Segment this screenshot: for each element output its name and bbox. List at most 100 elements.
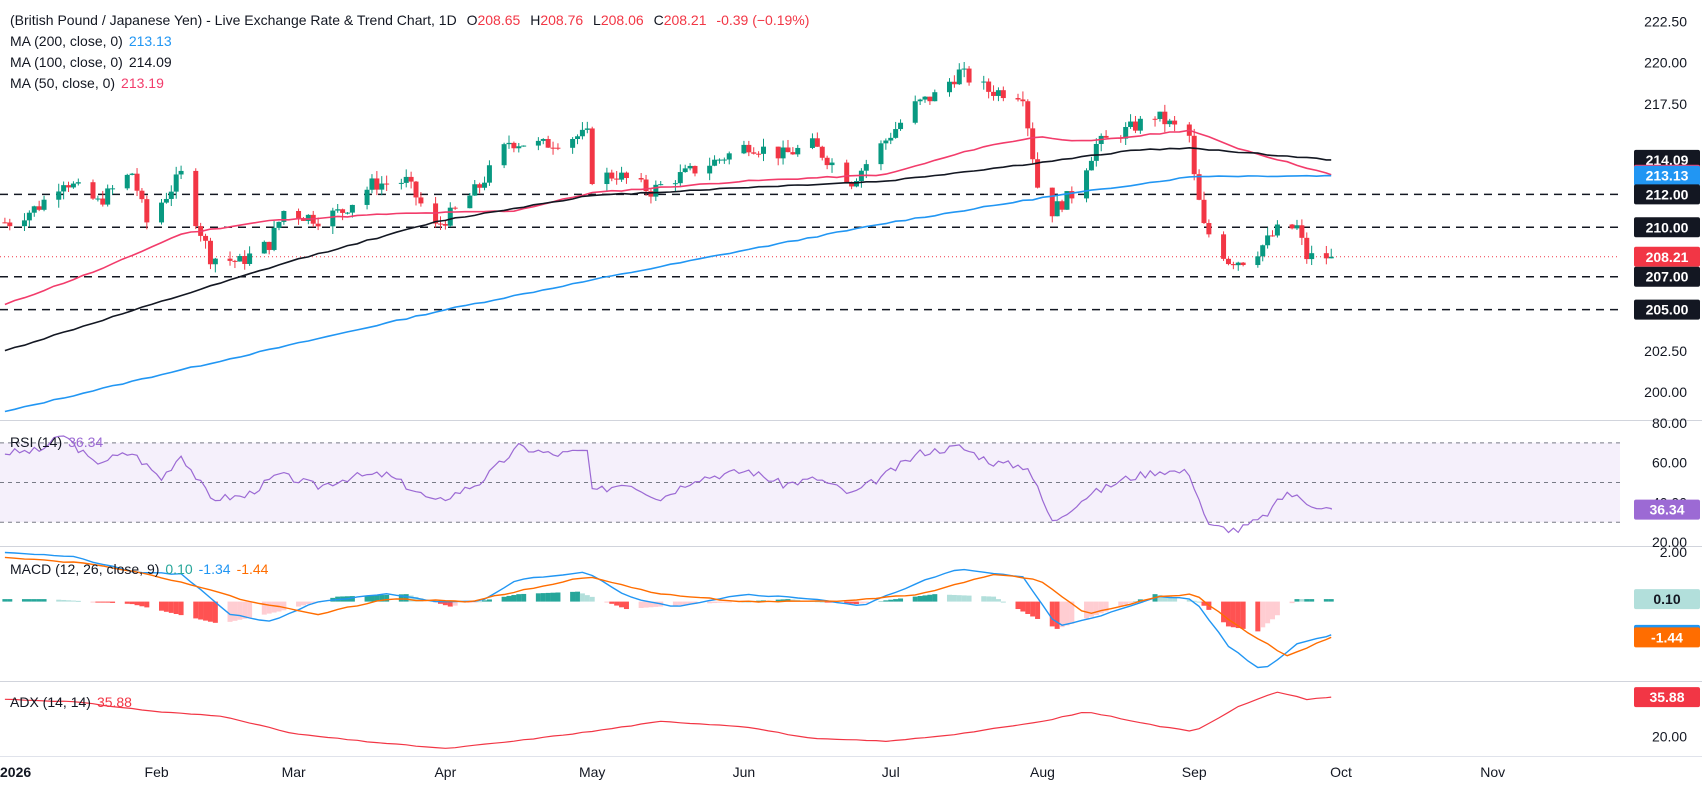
rsi-axis-tick: 20.00 — [1652, 534, 1687, 550]
candle-up — [853, 181, 859, 187]
candle-down — [790, 152, 796, 155]
candle-up — [741, 144, 747, 154]
macd-histogram-bar — [1054, 601, 1060, 629]
candle-down — [418, 197, 424, 204]
macd-histogram-bar — [379, 595, 385, 602]
candle-up — [956, 69, 962, 85]
ma200-legend[interactable]: MA (200, close, 0) 213.13 — [10, 33, 178, 49]
adx-label: ADX (14, 14) — [10, 694, 91, 710]
macd-histogram-bar — [951, 594, 957, 602]
ma200-label: MA (200, close, 0) — [10, 33, 123, 49]
candle-up — [677, 172, 683, 184]
macd-label-box — [1634, 589, 1700, 610]
time-axis-tick: Jul — [882, 764, 900, 780]
symbol-legend[interactable]: (British Pound / Japanese Yen) - Live Ex… — [10, 12, 815, 28]
candle-up — [716, 159, 722, 161]
candle-up — [237, 256, 243, 262]
change-value: -0.39 (−0.19%) — [716, 12, 810, 28]
price-axis-tick: 202.50 — [1644, 343, 1687, 359]
macd-histogram-bar — [105, 601, 111, 603]
macd-histogram-bar — [648, 601, 654, 608]
candle-up — [1137, 118, 1143, 131]
macd-histogram-bar — [198, 601, 204, 620]
candle-down — [1299, 225, 1305, 238]
macd-histogram-bar — [144, 601, 150, 608]
macd-histogram-bar — [408, 595, 414, 602]
macd-histogram-bar — [1157, 594, 1163, 602]
macd-legend[interactable]: MACD (12, 26, close, 9) 0.10 -1.34 -1.44 — [10, 561, 274, 577]
macd-histogram-bar — [1084, 601, 1090, 619]
rsi-legend[interactable]: RSI (14) 36.34 — [10, 434, 109, 450]
candle-up — [398, 182, 404, 184]
candle-up — [364, 189, 370, 205]
macd-histogram-bar — [844, 601, 850, 604]
candle-up — [1054, 201, 1060, 217]
macd-histogram-bar — [1103, 601, 1109, 612]
macd-histogram-bar — [883, 600, 889, 602]
macd-histogram-bar — [726, 601, 732, 603]
candle-down — [1069, 191, 1075, 199]
candle-up — [672, 183, 678, 185]
time-axis-tick: Nov — [1480, 764, 1505, 780]
rsi-value-box — [1634, 499, 1700, 520]
candle-down — [545, 139, 551, 148]
price-label-text: 205.00 — [1646, 302, 1689, 318]
macd-histogram-bar — [555, 592, 561, 602]
macd-histogram-bar — [193, 601, 199, 619]
price-label-text: 214.09 — [1646, 152, 1689, 168]
candle-up — [1123, 126, 1129, 139]
rsi-value: 36.34 — [68, 434, 104, 450]
price-axis-tick: 200.00 — [1644, 384, 1687, 400]
macd-histogram-bar — [1240, 601, 1246, 629]
macd-signal-line — [4, 556, 1332, 657]
macd-histogram-bar — [1049, 601, 1055, 627]
candle-up — [682, 168, 688, 173]
ma50-legend[interactable]: MA (50, close, 0) 213.19 — [10, 75, 170, 91]
candle-up — [110, 188, 116, 190]
macd-histogram-bar — [575, 591, 581, 602]
macd-histogram-bar — [364, 595, 370, 602]
macd-histogram-bar — [247, 601, 253, 618]
candle-down — [242, 256, 248, 264]
candle-down — [1225, 258, 1231, 265]
macd-histogram-bar — [90, 601, 96, 603]
macd-histogram-bar — [898, 598, 904, 602]
price-label-box — [1634, 299, 1700, 320]
macd-histogram-bar — [638, 601, 644, 608]
candle-up — [70, 183, 76, 188]
macd-histogram-bar — [1274, 601, 1280, 616]
macd-histogram-bar — [1088, 601, 1094, 617]
candle-down — [1020, 99, 1026, 102]
candle-up — [1167, 120, 1173, 125]
macd-histogram-bar — [1132, 601, 1138, 603]
candle-up — [922, 96, 928, 100]
macd-histogram-bar — [780, 599, 786, 602]
macd-histogram-bar — [1000, 601, 1006, 603]
macd-histogram-bar — [570, 591, 576, 602]
price-label-box — [1634, 184, 1700, 205]
candle-down — [477, 184, 483, 188]
macd-histogram-bar — [501, 596, 507, 602]
macd-histogram-bar — [995, 599, 1001, 602]
adx-legend[interactable]: ADX (14, 14) 35.88 — [10, 694, 138, 710]
adx-value: 35.88 — [96, 694, 132, 710]
candle-up — [41, 199, 47, 210]
candle-down — [1035, 159, 1041, 188]
macd-histogram-bar — [349, 596, 355, 602]
rsi-line — [4, 435, 1332, 534]
macd-histogram-bar — [1035, 601, 1041, 619]
candle-up — [276, 221, 282, 228]
macd-histogram-bar — [403, 594, 409, 602]
candle-up — [95, 198, 101, 200]
candle-up — [344, 212, 350, 214]
macd-histogram-bar — [814, 601, 820, 603]
candle-up — [486, 165, 492, 183]
ma100-legend[interactable]: MA (100, close, 0) 214.09 — [10, 54, 178, 70]
macd-histogram-bar — [26, 599, 32, 602]
candle-down — [751, 152, 757, 154]
candle-up — [501, 144, 507, 166]
time-axis-tick: 2026 — [0, 764, 31, 780]
macd-histogram-bar — [1328, 599, 1334, 602]
